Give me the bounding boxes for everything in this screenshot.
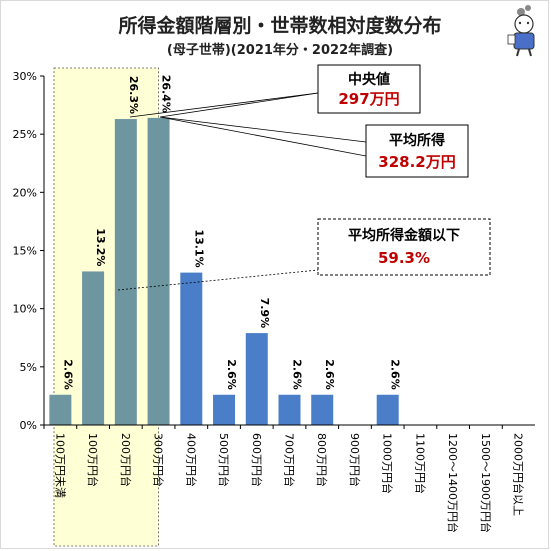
bar	[180, 272, 203, 425]
y-tick-label: 30%	[13, 70, 37, 83]
y-tick-label: 25%	[13, 128, 37, 141]
data-label: 7.9%	[258, 298, 271, 329]
data-label: 2.6%	[291, 359, 304, 390]
x-category-label: 200万円台	[119, 433, 133, 487]
data-label: 2.6%	[61, 359, 74, 390]
x-category-label: 400万円台	[184, 433, 198, 487]
y-tick-label: 20%	[13, 186, 37, 199]
bar	[311, 394, 334, 425]
x-category-label: 100万円台	[86, 433, 100, 487]
median-callout-line	[159, 92, 319, 118]
mean-callout-title: 平均所得	[389, 132, 445, 149]
median-callout-box	[317, 64, 421, 114]
x-category-label: 700万円台	[283, 433, 297, 487]
x-category-label: 2000万円台以上	[512, 433, 526, 516]
y-tick-label: 10%	[13, 303, 37, 316]
median-callout-value: 297万円	[338, 90, 399, 108]
below-mean-callout-title: 平均所得金額以下	[348, 227, 460, 244]
data-label: 26.3%	[127, 76, 140, 114]
bar	[147, 117, 170, 425]
chart-subtitle: (母子世帯)(2021年分・2022年調査)	[167, 42, 393, 58]
bar	[49, 394, 72, 425]
x-category-label: 1200～1400万円台	[446, 433, 460, 533]
x-category-label: 1100万円台	[413, 433, 427, 494]
bar	[82, 271, 105, 425]
x-category-label: 600万円台	[250, 433, 264, 487]
mascot-icon	[507, 5, 535, 57]
y-tick-label: 0%	[20, 419, 37, 432]
below-mean-callout-line	[117, 269, 319, 291]
data-label: 2.6%	[225, 359, 238, 390]
x-category-label: 500万円台	[217, 433, 231, 487]
y-tick-label: 5%	[20, 361, 37, 374]
data-label: 2.6%	[389, 359, 402, 390]
y-tick-label: 15%	[13, 245, 37, 258]
median-callout-line	[129, 92, 319, 118]
data-label: 13.2%	[94, 228, 107, 266]
data-label: 2.6%	[323, 359, 336, 390]
x-category-label: 900万円台	[348, 433, 362, 487]
chart-title: 所得金額階層別・世帯数相対度数分布	[118, 14, 441, 37]
data-label: 13.1%	[192, 229, 205, 267]
mean-callout-line	[159, 116, 367, 143]
median-callout-title: 中央値	[348, 71, 390, 88]
x-category-label: 100万円未満	[53, 433, 66, 498]
x-category-label: 800万円台	[315, 433, 329, 487]
data-label: 26.4%	[160, 75, 173, 113]
bar	[245, 333, 268, 425]
below-mean-callout-value: 59.3%	[378, 249, 430, 267]
below-average-highlight-region	[53, 67, 159, 547]
mean-callout-line	[159, 116, 367, 157]
bar	[376, 394, 399, 425]
bar	[278, 394, 301, 425]
mean-callout-value: 328.2万円	[378, 153, 455, 171]
bar	[213, 394, 236, 425]
x-category-label: 1500～1900万円台	[479, 433, 493, 533]
x-category-label: 300万円台	[152, 433, 166, 487]
bar	[114, 119, 137, 425]
below-mean-callout-box	[317, 218, 491, 276]
mean-callout-box	[365, 124, 469, 178]
x-category-label: 1000万円台	[381, 433, 395, 494]
callouts: 中央値 297万円 平均所得 328.2万円 平均所得金額以下 59.3%	[117, 64, 491, 291]
